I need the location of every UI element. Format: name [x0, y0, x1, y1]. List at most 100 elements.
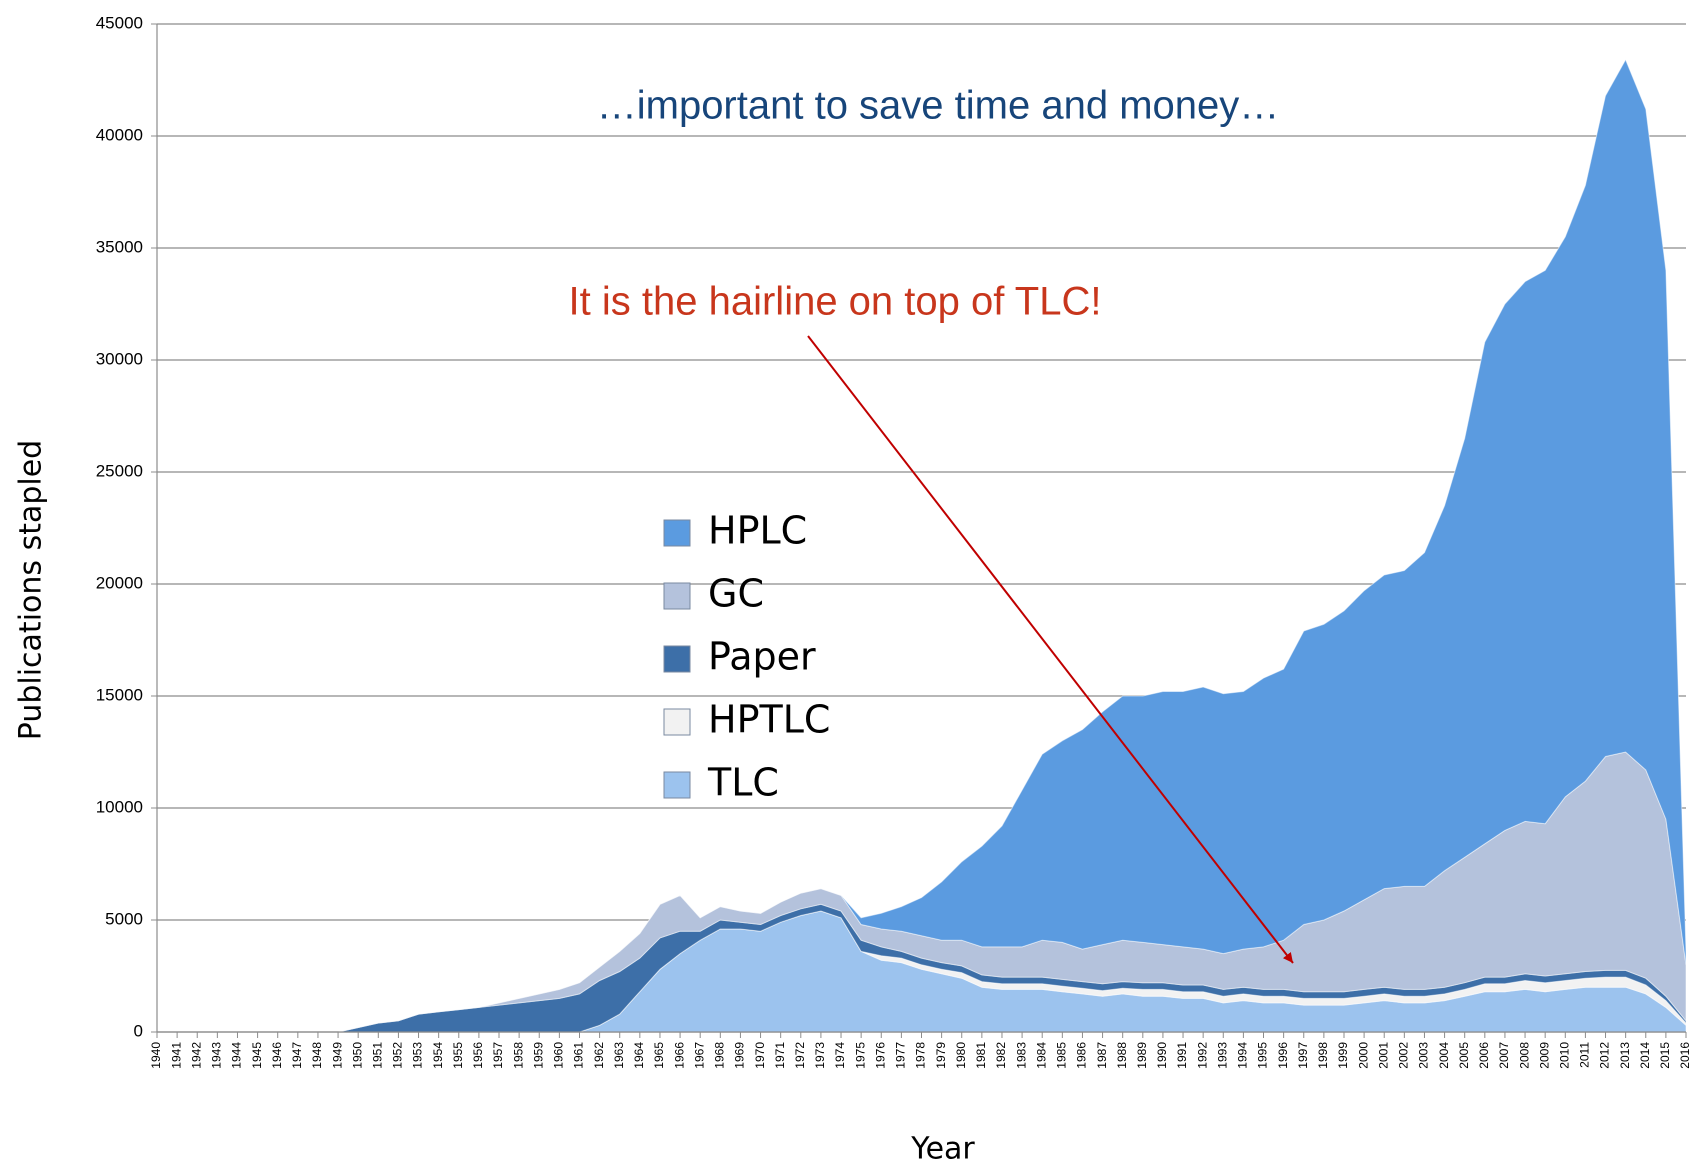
x-tick-label: 1965	[652, 1042, 666, 1069]
x-tick-label: 1944	[230, 1042, 244, 1069]
x-tick-label: 1994	[1236, 1042, 1250, 1069]
x-tick-label: 2016	[1678, 1042, 1692, 1069]
x-tick-label: 1993	[1215, 1042, 1229, 1069]
x-tick-label: 1984	[1034, 1042, 1048, 1069]
x-tick-label: 1990	[1155, 1042, 1169, 1069]
x-tick-label: 2007	[1497, 1042, 1511, 1069]
y-tick-label: 40000	[96, 125, 143, 144]
x-tick-label: 1963	[612, 1042, 626, 1069]
x-tick-label: 2000	[1356, 1042, 1370, 1069]
x-tick-label: 1943	[210, 1042, 224, 1069]
x-tick-label: 1953	[411, 1042, 425, 1069]
x-tick-label: 1945	[250, 1042, 264, 1069]
legend-label: HPLC	[708, 509, 807, 553]
x-tick-label: 2003	[1417, 1042, 1431, 1069]
x-tick-label: 2002	[1396, 1042, 1410, 1069]
x-tick-label: 1992	[1195, 1042, 1209, 1069]
x-tick-label: 1958	[511, 1042, 525, 1069]
x-tick-label: 1972	[793, 1042, 807, 1069]
annotation: It is the hairline on top of TLC!	[569, 280, 1102, 324]
x-tick-label: 1991	[1175, 1042, 1189, 1069]
x-tick-label: 1974	[833, 1042, 847, 1069]
x-tick-label: 1975	[853, 1042, 867, 1069]
x-tick-label: 1950	[350, 1042, 364, 1069]
x-tick-label: 2001	[1376, 1042, 1390, 1069]
x-tick-label: 2011	[1578, 1042, 1592, 1068]
x-tick-label: 1987	[1095, 1042, 1109, 1069]
legend-swatch	[663, 582, 691, 610]
x-tick-label: 1985	[1054, 1042, 1068, 1069]
x-tick-label: 1956	[471, 1042, 485, 1069]
x-axis-label: Year	[910, 1132, 975, 1167]
x-tick-label: 1983	[1014, 1042, 1028, 1069]
x-tick-label: 1952	[391, 1042, 405, 1069]
x-tick-label: 1968	[712, 1042, 726, 1069]
x-tick-label: 1970	[753, 1042, 767, 1069]
x-tick-label: 1981	[974, 1042, 988, 1069]
x-tick-label: 1973	[813, 1042, 827, 1069]
x-tick-label: 1940	[149, 1042, 163, 1069]
legend-label: HPTLC	[708, 698, 830, 742]
x-tick-label: 2012	[1598, 1042, 1612, 1069]
x-tick-label: 1962	[592, 1042, 606, 1069]
x-tick-label: 1948	[310, 1042, 324, 1069]
x-tick-label: 2005	[1457, 1042, 1471, 1069]
legend-label: GC	[708, 572, 764, 616]
annotation: …important to save time and money…	[597, 84, 1280, 128]
x-tick-label: 1988	[1115, 1042, 1129, 1069]
x-tick-label: 1998	[1316, 1042, 1330, 1069]
area	[157, 58, 1687, 1033]
y-tick-label: 45000	[96, 13, 143, 32]
x-tick-label: 1947	[290, 1042, 304, 1069]
x-tick-label: 1966	[672, 1042, 686, 1069]
y-tick-label: 35000	[96, 237, 143, 256]
x-tick-label: 1955	[451, 1042, 465, 1069]
x-tick-label: 1954	[431, 1042, 445, 1069]
x-tick-label: 2004	[1437, 1042, 1451, 1069]
x-tick-label: 1951	[370, 1042, 384, 1069]
legend-label: Paper	[708, 635, 816, 679]
y-tick-label: 25000	[96, 461, 143, 480]
y-tick-label: 5000	[105, 909, 143, 928]
x-tick-label: 1977	[894, 1042, 908, 1069]
x-tick-label: 1979	[934, 1042, 948, 1069]
y-tick-label: 10000	[96, 797, 143, 816]
x-tick-label: 1997	[1296, 1042, 1310, 1069]
x-tick-label: 1969	[733, 1042, 747, 1069]
y-axis-label: Publications stapled	[14, 440, 49, 740]
y-tick-label: 30000	[96, 349, 143, 368]
x-tick-label: 2010	[1557, 1042, 1571, 1069]
annotation-arrow	[807, 335, 1294, 964]
y-tick-label: 15000	[96, 685, 143, 704]
x-tick-label: 2008	[1517, 1042, 1531, 1069]
x-tick-label: 1996	[1276, 1042, 1290, 1069]
y-tick-label: 20000	[96, 573, 143, 592]
x-tick-label: 1978	[914, 1042, 928, 1069]
x-tick-label: 2006	[1477, 1042, 1491, 1069]
plot-area: 0 5000 10000 15000 20000 25000 30000 35000 40000…	[96, 13, 1692, 1068]
x-tick-label: 1964	[632, 1042, 646, 1069]
x-tick-label: 1986	[1075, 1042, 1089, 1069]
x-tick-label: 1957	[491, 1042, 505, 1069]
x-tick-label: 2013	[1618, 1042, 1632, 1069]
legend-swatch	[663, 645, 691, 673]
x-tick-label: 1961	[572, 1042, 586, 1069]
x-tick-label: 1976	[873, 1042, 887, 1069]
x-tick-label: 1989	[1135, 1042, 1149, 1069]
x-tick-label: 2015	[1658, 1042, 1672, 1069]
y-tick-label: 0	[134, 1021, 143, 1040]
x-tick-label: 1982	[994, 1042, 1008, 1069]
x-tick-label: 1960	[552, 1042, 566, 1069]
legend-swatch	[663, 708, 691, 736]
x-tick-label: 1946	[270, 1042, 284, 1069]
x-tick-label: 1967	[692, 1042, 706, 1069]
x-tick-label: 1949	[330, 1042, 344, 1069]
x-tick-label: 1959	[531, 1042, 545, 1069]
x-tick-label: 1941	[169, 1042, 183, 1069]
x-tick-label: 1971	[773, 1042, 787, 1069]
x-tick-label: 1999	[1336, 1042, 1350, 1069]
x-tick-label: 1995	[1256, 1042, 1270, 1069]
x-tick-label: 2009	[1537, 1042, 1551, 1069]
